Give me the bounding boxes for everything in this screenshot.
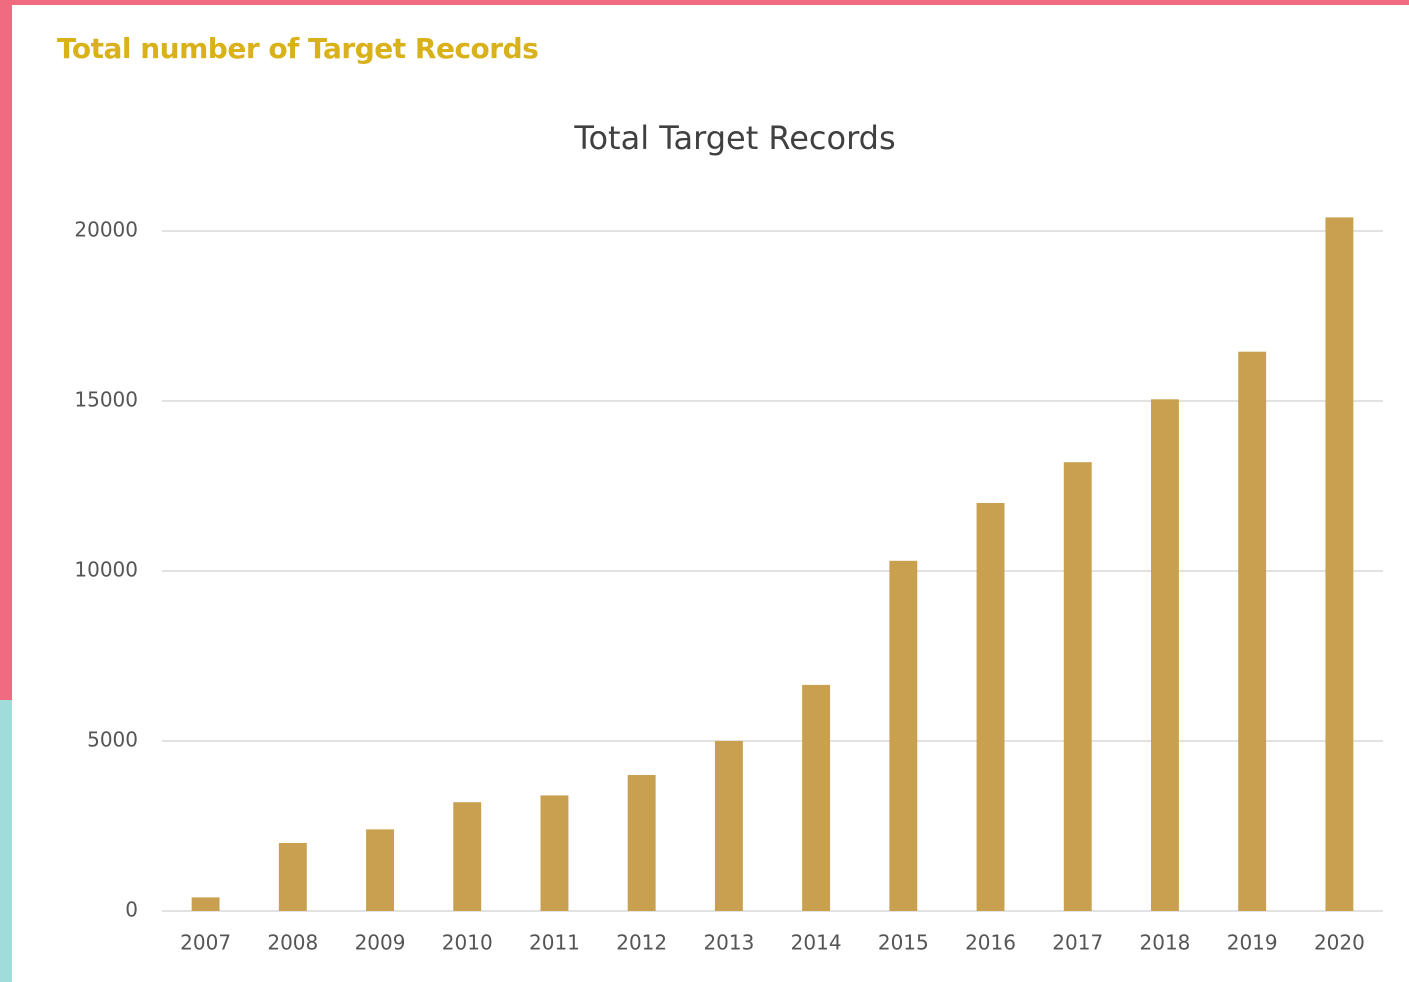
x-tick-label: 2009 (355, 931, 406, 955)
page-title: Total number of Target Records (57, 32, 539, 65)
x-tick-label: 2010 (442, 931, 493, 955)
top-border (0, 0, 1409, 5)
bar (453, 802, 482, 911)
y-tick-label: 15000 (74, 388, 138, 412)
bar (714, 741, 743, 911)
x-tick-label: 2011 (529, 931, 580, 955)
y-tick-label: 10000 (74, 558, 138, 582)
x-tick-label: 2018 (1140, 931, 1191, 955)
x-tick-label: 2013 (703, 931, 754, 955)
bar (627, 775, 656, 911)
bar (1151, 399, 1179, 911)
y-tick-label: 20000 (74, 218, 138, 242)
bar (278, 843, 307, 911)
bar (889, 560, 918, 911)
x-tick-label: 2015 (878, 931, 929, 955)
left-border (0, 700, 12, 982)
x-tick-label: 2020 (1314, 931, 1365, 955)
y-tick-label: 5000 (87, 728, 138, 752)
x-tick-label: 2019 (1227, 931, 1278, 955)
y-tick-label: 0 (125, 898, 138, 922)
bar (540, 795, 569, 911)
chart-title: Total Target Records (573, 119, 895, 157)
bar (1063, 462, 1092, 911)
bar (976, 503, 1005, 911)
bar (191, 897, 220, 911)
x-tick-label: 2007 (180, 931, 231, 955)
x-tick-label: 2008 (267, 931, 318, 955)
left-border (0, 0, 12, 700)
x-tick-label: 2014 (791, 931, 842, 955)
x-tick-label: 2017 (1052, 931, 1103, 955)
x-tick-label: 2012 (616, 931, 667, 955)
bar (1238, 351, 1267, 911)
x-tick-label: 2016 (965, 931, 1016, 955)
bar (366, 829, 394, 911)
bar (802, 684, 831, 911)
bar (1325, 217, 1354, 911)
